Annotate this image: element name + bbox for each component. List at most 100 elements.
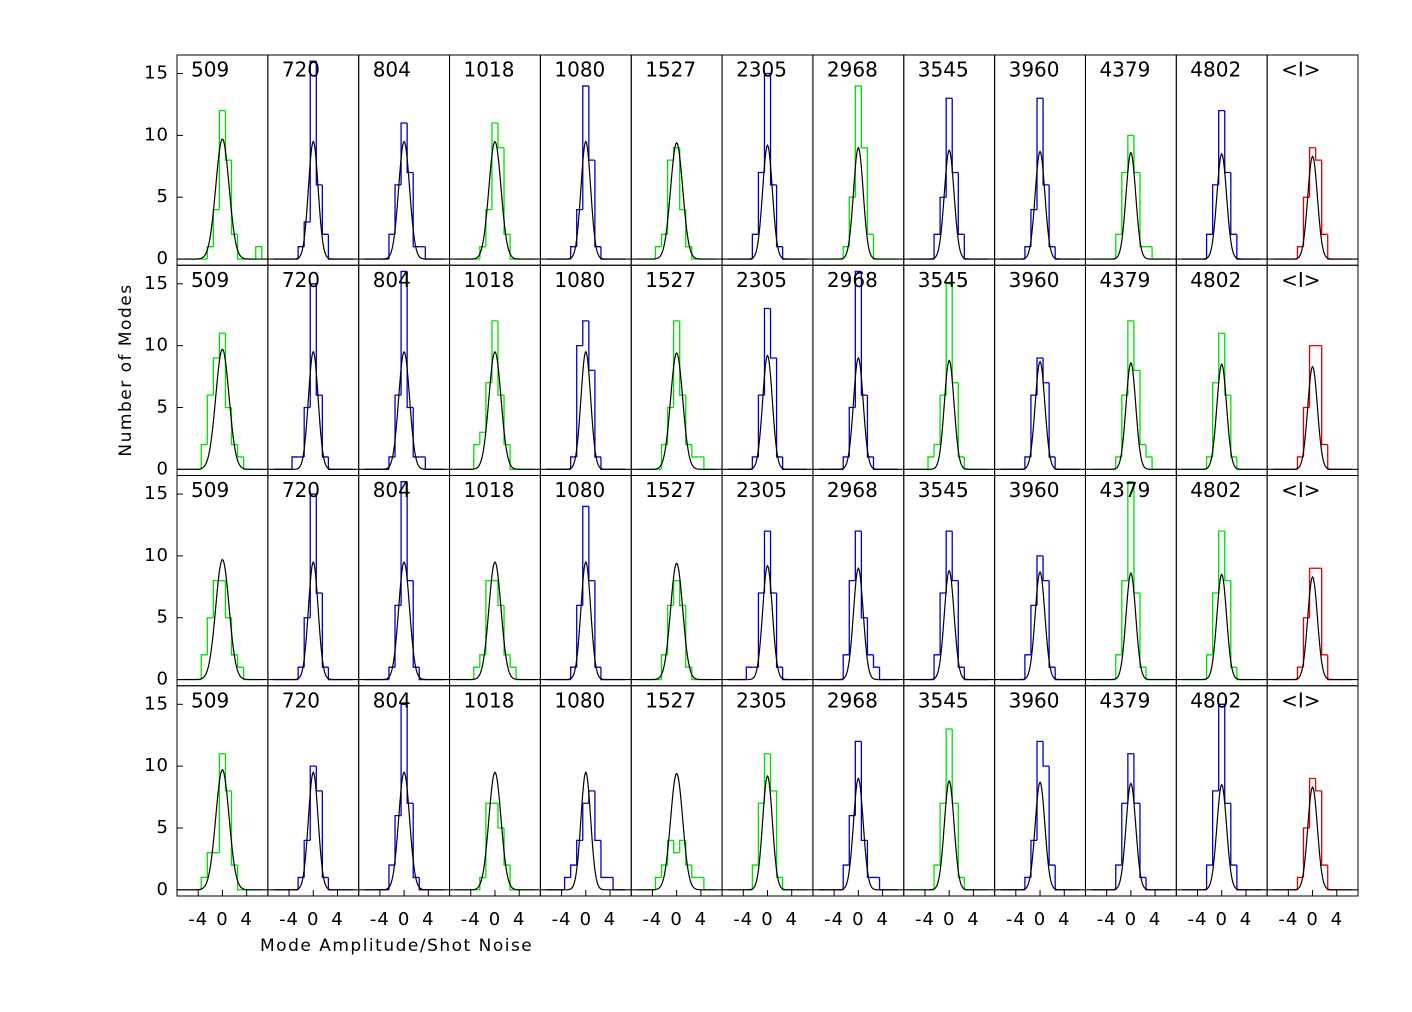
x-tick-label: 4 xyxy=(876,909,888,930)
x-tick-label: -4 xyxy=(188,909,208,930)
panel-title: 3960 xyxy=(1009,688,1060,712)
histogram-bin xyxy=(594,370,601,458)
histogram-bin xyxy=(582,802,589,841)
histogram-bin xyxy=(212,357,220,396)
histogram-bin xyxy=(854,530,862,581)
gaussian-fit xyxy=(812,146,904,260)
histogram-bin xyxy=(672,320,680,408)
panel-title: 2968 xyxy=(827,58,878,82)
histogram-bin xyxy=(1121,394,1128,457)
histogram-bin xyxy=(321,790,329,879)
histogram-bin xyxy=(1048,382,1056,458)
panel-title: 804 xyxy=(373,688,411,712)
histogram-bin xyxy=(666,159,674,235)
histogram-bin xyxy=(315,283,323,396)
gaussian-fit xyxy=(540,350,632,470)
panel-title: 720 xyxy=(282,688,320,712)
histogram-bin xyxy=(1024,654,1031,680)
x-tick-label: -4 xyxy=(279,909,299,930)
histogram-bin xyxy=(1205,654,1213,680)
histogram-bin xyxy=(1296,666,1304,680)
y-tick-label: 5 xyxy=(157,817,169,838)
histogram-bin xyxy=(509,444,517,470)
y-tick-label: 10 xyxy=(144,335,169,356)
histogram-bin xyxy=(218,753,226,853)
gaussian-fit xyxy=(1176,152,1268,260)
histogram-bin xyxy=(860,741,868,841)
histogram-bin xyxy=(412,580,420,668)
gaussian-fit xyxy=(1176,363,1268,470)
histogram-bin xyxy=(388,864,396,890)
histogram-bin xyxy=(769,308,777,359)
gaussian-fit xyxy=(449,561,541,681)
histogram-bin xyxy=(321,592,329,668)
panel-title: 509 xyxy=(191,688,229,712)
histogram-bin xyxy=(679,320,686,396)
histogram-bin xyxy=(1048,766,1056,866)
gaussian-fit xyxy=(449,140,541,260)
histogram-bin xyxy=(757,171,765,235)
histogram-bin xyxy=(933,654,941,680)
panel-title: <I> xyxy=(1281,268,1320,292)
panel-title: 3960 xyxy=(1009,478,1060,502)
histogram-bin xyxy=(679,580,686,607)
histogram-bin xyxy=(933,233,941,260)
panel-title: 3545 xyxy=(918,688,969,712)
histogram-bin xyxy=(509,234,517,260)
histogram-bin xyxy=(654,876,662,890)
gaussian-fit xyxy=(812,777,904,891)
histogram-bin xyxy=(1121,802,1128,866)
histogram-bin xyxy=(406,123,414,174)
histogram-bin xyxy=(957,580,965,668)
histogram-bin xyxy=(485,579,492,655)
histogram-bin xyxy=(1218,530,1225,593)
histogram-bin xyxy=(400,703,408,816)
x-tick-label: 4 xyxy=(1331,909,1343,930)
y-tick-label: 5 xyxy=(157,186,169,207)
histogram-bin xyxy=(1321,160,1328,235)
gaussian-fit xyxy=(903,359,995,470)
histogram-bin xyxy=(1205,233,1213,260)
gaussian-fit xyxy=(1267,785,1358,891)
panel-title: 804 xyxy=(373,268,411,292)
gaussian-fit xyxy=(631,141,723,260)
panel-title: 509 xyxy=(191,268,229,292)
histogram-bin xyxy=(1205,864,1213,890)
histogram-bin xyxy=(1139,803,1147,879)
x-tick-label: 4 xyxy=(513,909,525,930)
histogram-bin xyxy=(933,864,941,890)
histogram-bin xyxy=(1321,345,1328,446)
histogram-bin xyxy=(315,61,323,186)
histogram-bin xyxy=(1127,134,1134,173)
gaussian-fit xyxy=(540,771,632,891)
histogram-bin xyxy=(866,147,874,235)
y-tick-label: 15 xyxy=(144,483,169,504)
gaussian-fit xyxy=(994,570,1086,681)
histogram-bin xyxy=(582,320,589,346)
histogram-bin xyxy=(1048,184,1056,248)
gaussian-fit xyxy=(540,560,632,681)
histogram-bin xyxy=(218,110,226,210)
histogram-bin xyxy=(1218,703,1225,791)
histogram-bin xyxy=(400,270,408,396)
histogram-bin xyxy=(933,443,941,457)
histogram-bin xyxy=(763,753,771,804)
panel-title: 3545 xyxy=(918,58,969,82)
histogram-bin xyxy=(485,208,492,247)
panel-title: 720 xyxy=(282,478,320,502)
histogram-bin xyxy=(1121,171,1128,235)
histogram-bin xyxy=(1230,803,1237,866)
histogram-bin xyxy=(1212,382,1219,457)
x-tick-label: -4 xyxy=(370,909,390,930)
histogram-bin xyxy=(745,666,753,680)
x-tick-label: 4 xyxy=(604,909,616,930)
histogram-bin xyxy=(672,840,680,854)
x-tick-label: 0 xyxy=(216,909,228,930)
y-tick-label: 10 xyxy=(144,124,169,145)
x-tick-label: 0 xyxy=(1034,909,1046,930)
panel-title: 3545 xyxy=(918,478,969,502)
histogram-bin xyxy=(1115,233,1122,260)
panel-title: 2305 xyxy=(736,478,787,502)
histogram-bin xyxy=(842,246,850,260)
